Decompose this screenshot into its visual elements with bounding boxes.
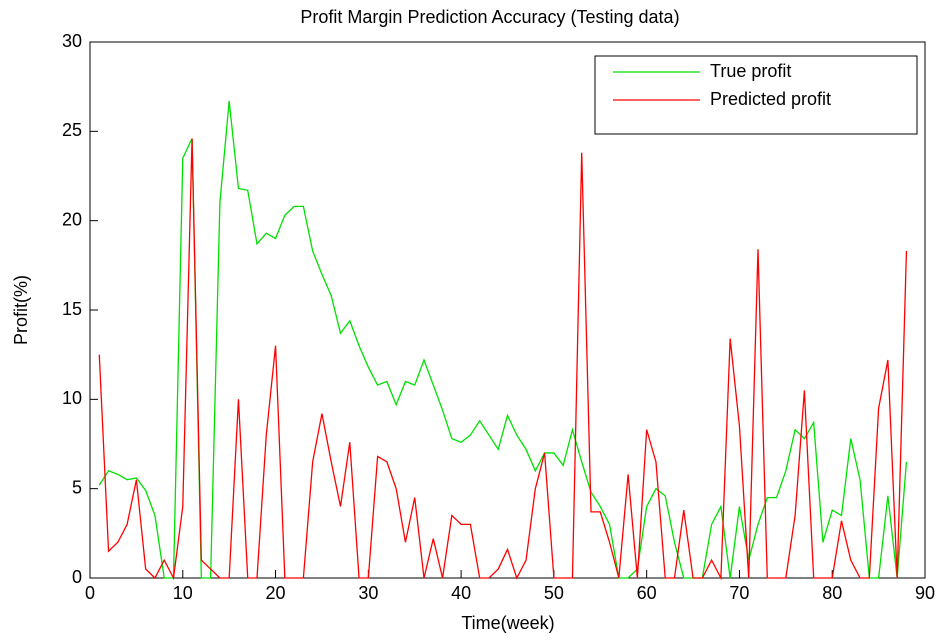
x-tick-label: 50 — [544, 583, 564, 603]
chart-title: Profit Margin Prediction Accuracy (Testi… — [300, 7, 679, 27]
y-tick-label: 30 — [62, 31, 82, 51]
x-tick-label: 0 — [85, 583, 95, 603]
x-tick-label: 70 — [729, 583, 749, 603]
x-tick-label: 60 — [637, 583, 657, 603]
y-tick-label: 25 — [62, 120, 82, 140]
y-tick-label: 20 — [62, 209, 82, 229]
series-line — [98, 138, 908, 581]
y-tick-label: 0 — [72, 567, 82, 587]
x-tick-label: 40 — [451, 583, 471, 603]
x-axis-label: Time(week) — [461, 613, 554, 633]
y-tick-label: 15 — [62, 299, 82, 319]
x-tick-label: 20 — [266, 583, 286, 603]
legend-label: Predicted profit — [710, 89, 831, 109]
x-tick-label: 30 — [358, 583, 378, 603]
series-line — [98, 100, 908, 579]
y-tick-label: 5 — [72, 477, 82, 497]
legend-label: True profit — [710, 61, 791, 81]
y-axis-label: Profit(%) — [11, 275, 31, 345]
x-tick-label: 80 — [822, 583, 842, 603]
legend-box — [594, 55, 918, 135]
x-tick-label: 10 — [173, 583, 193, 603]
y-tick-label: 10 — [62, 388, 82, 408]
x-tick-label: 90 — [915, 583, 935, 603]
